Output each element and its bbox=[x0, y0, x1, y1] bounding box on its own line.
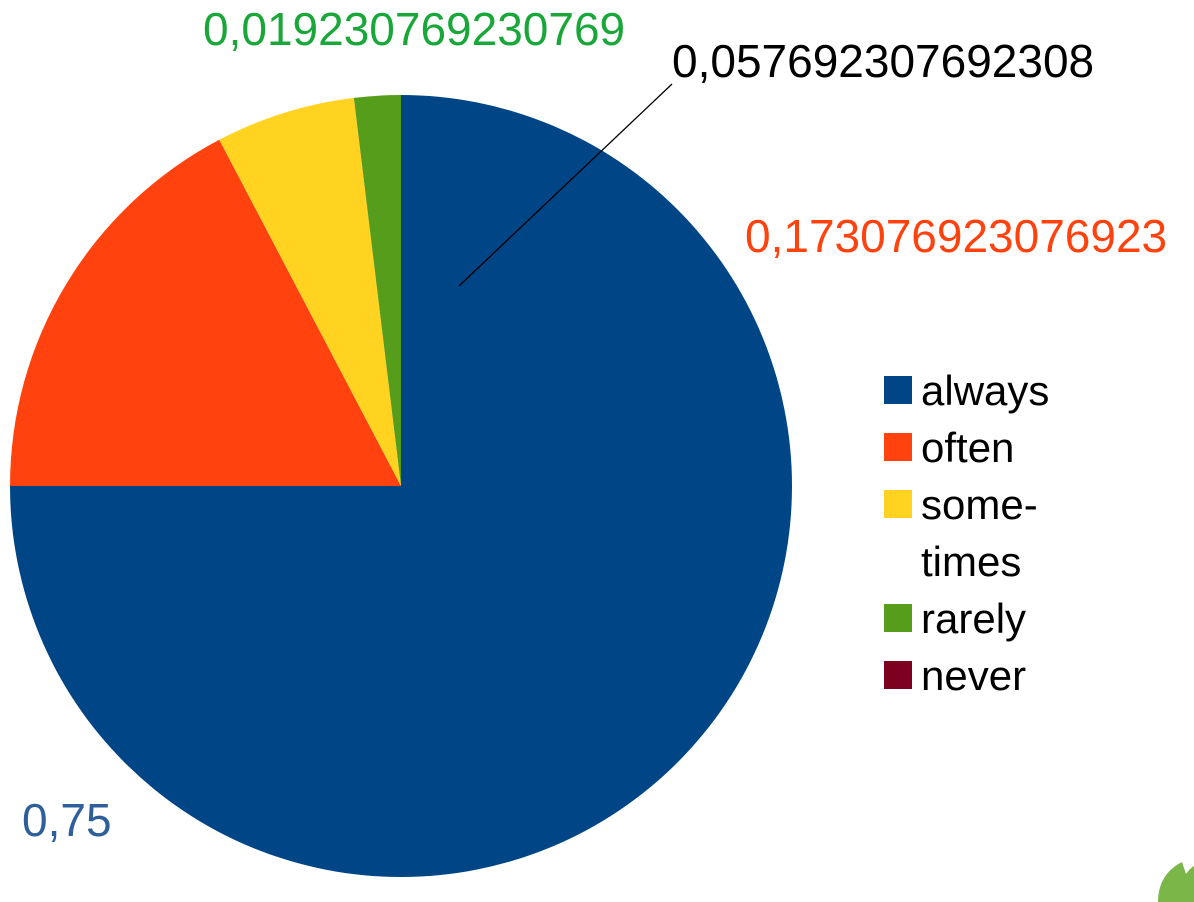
slices-layer bbox=[10, 95, 792, 877]
legend-label-rarely: rarely bbox=[921, 595, 1026, 642]
legend-swatch-always bbox=[884, 376, 912, 404]
legend-swatch-never bbox=[884, 661, 912, 689]
legend-item-sometimes: some-times bbox=[884, 481, 1038, 585]
legend-item-rarely: rarely bbox=[884, 595, 1026, 642]
legend-label-sometimes: times bbox=[921, 538, 1021, 585]
pie-slice-sometimes bbox=[219, 97, 401, 486]
legend-item-never: never bbox=[884, 652, 1026, 699]
legend-swatch-often bbox=[884, 433, 912, 461]
leader-line-sometimes bbox=[458, 83, 673, 287]
data-label-sometimes: 0,057692307692308 bbox=[672, 35, 1094, 87]
legend-label-sometimes: some- bbox=[921, 481, 1038, 528]
data-label-rarely: 0,019230769230769 bbox=[203, 3, 625, 55]
legend: always often some-times rarely never bbox=[884, 367, 1049, 699]
legend-label-never: never bbox=[921, 652, 1026, 699]
pie-slice-rarely bbox=[353, 95, 401, 486]
legend-swatch-rarely bbox=[884, 604, 912, 632]
data-label-often: 0,173076923076923 bbox=[745, 210, 1167, 262]
legend-item-often: often bbox=[884, 424, 1014, 471]
pie-slice-often bbox=[10, 139, 401, 487]
legend-label-often: often bbox=[921, 424, 1014, 471]
data-label-always: 0,75 bbox=[22, 794, 112, 846]
legend-item-always: always bbox=[884, 367, 1049, 414]
legend-swatch-sometimes bbox=[884, 490, 912, 518]
legend-label-always: always bbox=[921, 367, 1049, 414]
leader-lines-layer bbox=[458, 83, 673, 287]
corner-icon-layer bbox=[1158, 862, 1194, 902]
data-labels-layer: 0,75 0,173076923076923 0,057692307692308 0,… bbox=[22, 3, 1167, 846]
leaf-icon bbox=[1158, 862, 1194, 902]
